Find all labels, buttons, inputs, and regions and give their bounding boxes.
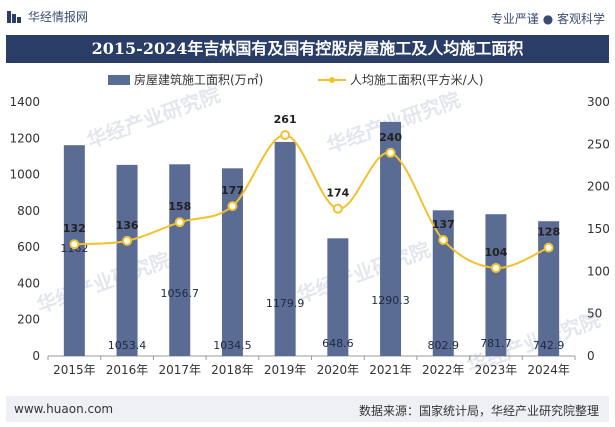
footer: www.huaon.com 数据来源：国家统计局，华经产业研究院整理 <box>6 396 609 422</box>
bar-value-label: 1056.7 <box>161 287 200 300</box>
y-left-tick-label: 200 <box>17 313 40 327</box>
legend-line-marker <box>329 77 335 83</box>
line-value-label: 132 <box>63 222 86 235</box>
line-value-label: 177 <box>221 184 244 197</box>
x-tick-label: 2015年 <box>53 363 96 377</box>
line-value-label: 104 <box>484 246 507 259</box>
bar <box>485 214 507 356</box>
y-right-tick-label: 250 <box>587 137 610 151</box>
x-tick-label: 2016年 <box>106 363 149 377</box>
y-left-tick-label: 1200 <box>9 131 40 145</box>
x-tick-label: 2024年 <box>527 363 570 377</box>
x-tick-label: 2021年 <box>369 363 412 377</box>
watermark-text: 华经产业研究院 <box>294 237 434 307</box>
line-path <box>74 134 550 269</box>
line-point <box>543 242 554 253</box>
top-bar: 华经情报网 专业严谨 ● 客观科学 <box>0 0 615 35</box>
legend-line-label: 人均施工面积(平方米/人) <box>350 72 483 87</box>
website-link[interactable]: www.huaon.com <box>14 402 114 416</box>
brand-name: 华经情报网 <box>28 10 89 24</box>
x-tick-label: 2019年 <box>264 363 307 377</box>
y-left-tick-label: 1400 <box>9 95 40 109</box>
bar <box>221 168 243 356</box>
y-right-tick-label: 0 <box>587 349 595 363</box>
bar <box>116 164 138 356</box>
x-tick-label: 2018年 <box>211 363 254 377</box>
line-point <box>490 262 501 273</box>
bar-value-label: 781.7 <box>480 337 512 350</box>
bar-value-label: 1034.5 <box>213 339 252 352</box>
x-tick-label: 2022年 <box>422 363 465 377</box>
y-right-tick-label: 200 <box>587 180 610 194</box>
line-point <box>438 235 449 246</box>
bar <box>327 238 349 356</box>
line-point <box>227 201 238 212</box>
y-left-tick-label: 0 <box>32 349 40 363</box>
bar <box>63 145 85 356</box>
y-right-tick-label: 150 <box>587 222 610 236</box>
data-source: 数据来源：国家统计局，华经产业研究院整理 <box>358 404 599 418</box>
bar-value-label: 1290.3 <box>371 294 410 307</box>
y-left-tick-label: 600 <box>17 240 40 254</box>
line-value-label: 174 <box>326 187 349 200</box>
x-tick-label: 2020年 <box>317 363 360 377</box>
line-value-label: 240 <box>379 131 402 144</box>
bar-value-label: 1053.4 <box>108 339 147 352</box>
axes: 0 200 400 600 800 1000 1200 1400 0 50 100 150 200 250… <box>9 95 609 377</box>
bar-value-label: 802.9 <box>428 339 460 352</box>
bar-value-label: 1179.9 <box>266 297 305 310</box>
line-value-label: 158 <box>168 200 191 213</box>
line-value-label: 136 <box>116 219 139 232</box>
legend: 房屋建筑施工面积(万㎡) 人均施工面积(平方米/人) <box>108 72 483 87</box>
y-left-tick-label: 400 <box>17 276 40 290</box>
bar-value-label: 742.9 <box>533 339 565 352</box>
watermark-text: 华经产业研究院 <box>84 82 224 152</box>
tagline: 专业严谨 ● 客观科学 <box>490 12 605 26</box>
bar <box>380 121 402 356</box>
bar-labels: 11621053.41056.71034.51179.9648.61290.38… <box>60 242 564 352</box>
chart-title: 2015-2024年吉林国有及国有控股房屋施工及人均施工面积 <box>91 39 524 58</box>
brand: 华经情报网 <box>6 8 88 25</box>
line-series <box>69 130 554 273</box>
line-point <box>385 147 396 158</box>
legend-bar-swatch <box>108 75 130 85</box>
legend-bar-label: 房屋建筑施工面积(万㎡) <box>134 72 263 87</box>
line-point <box>280 130 291 141</box>
bar <box>432 210 454 356</box>
line-value-label: 128 <box>537 226 560 239</box>
y-left-tick-label: 1000 <box>9 168 40 182</box>
bar-value-label: 648.6 <box>322 337 354 350</box>
line-value-label: 137 <box>432 218 455 231</box>
line-point <box>174 217 185 228</box>
x-tick-label: 2017年 <box>158 363 201 377</box>
title-bar: 2015-2024年吉林国有及国有控股房屋施工及人均施工面积 <box>6 35 609 63</box>
y-left-tick-label: 800 <box>17 204 40 218</box>
line-point <box>122 235 133 246</box>
x-tick-label: 2023年 <box>475 363 518 377</box>
y-right-tick-label: 100 <box>587 264 610 278</box>
y-right-tick-label: 50 <box>587 307 602 321</box>
bar <box>538 221 560 356</box>
line-labels: 132 136 158 177 261 174 240 137 104 128 <box>63 113 560 259</box>
chart: 华经产业研究院华经产业研究院华经产业研究院华经产业研究院华经产业研究院 房屋建筑… <box>9 72 609 378</box>
line-point <box>69 239 80 250</box>
y-right-tick-label: 300 <box>587 95 610 109</box>
line-value-label: 261 <box>274 113 297 126</box>
logo-icon <box>7 10 21 23</box>
watermark-text: 华经产业研究院 <box>34 247 174 317</box>
bar <box>169 164 191 356</box>
bar <box>274 141 296 356</box>
line-point <box>332 203 343 214</box>
bars <box>63 121 560 356</box>
